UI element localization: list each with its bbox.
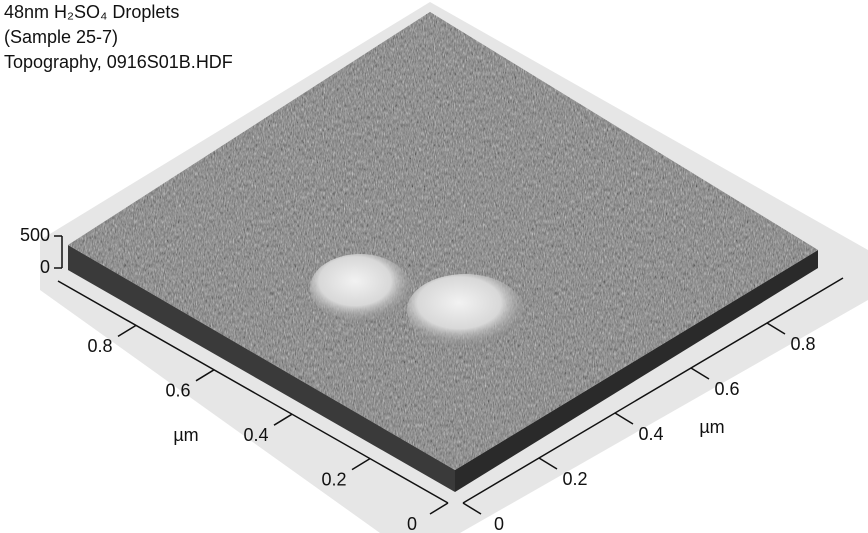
droplet [407,274,523,346]
tick-label: 0.8 [87,336,112,356]
tick-label: 0.6 [165,381,190,401]
x-axis-label: µm [173,425,198,445]
tick-label: 0.4 [638,424,663,444]
droplet [310,254,410,322]
tick-label: 0 [407,514,417,533]
tick-label: 0.4 [243,425,268,445]
surface-texture [68,12,818,470]
tick-label: 0.2 [562,469,587,489]
tick-label: 0.8 [790,334,815,354]
chart: 48nm H₂SO₄ Droplets (Sample 25-7) Topograp… [0,0,868,533]
title-line: (Sample 25-7) [4,27,118,47]
tick-label: 500 [20,225,50,245]
title-line: 48nm H₂SO₄ Droplets [4,2,179,22]
title-line: Topography, 0916S01B.HDF [4,52,233,72]
tick-label: 0 [40,257,50,277]
tick-label: 0.2 [321,469,346,489]
tick-label: 0 [494,514,504,533]
y-axis-label: µm [699,417,724,437]
tick-label: 0.6 [714,379,739,399]
